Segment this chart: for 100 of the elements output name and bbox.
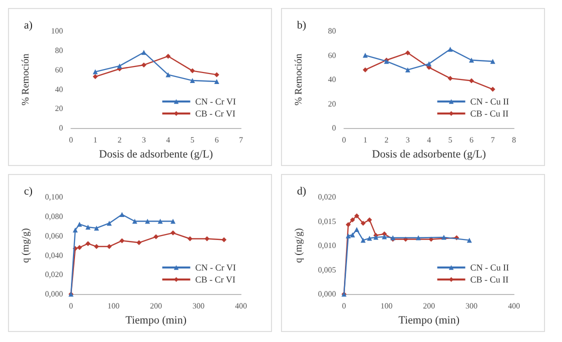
y-tick-label: 80: [55, 46, 63, 55]
y-axis-title: q (mg/g): [20, 228, 32, 263]
point: [94, 226, 99, 231]
point: [466, 238, 472, 243]
x-tick-label: 300: [192, 302, 204, 311]
y-tick-label: 0,100: [45, 192, 63, 202]
point: [158, 218, 163, 224]
y-axis-title: % Remoción: [294, 54, 304, 106]
y-tick-label: 20: [55, 104, 63, 114]
x-tick-label: 8: [512, 136, 516, 145]
x-tick-label: 7: [239, 136, 243, 145]
y-tick-label: 0: [59, 124, 63, 133]
legend-label: CN - Cr VI: [195, 96, 236, 106]
x-tick-label: 100: [108, 302, 120, 311]
point: [106, 220, 112, 226]
y-tick-label: 0,060: [45, 231, 63, 240]
x-tick-label: 1: [93, 136, 98, 145]
y-tick-label: 0,020: [45, 270, 63, 280]
y-tick-label: 100: [51, 26, 63, 36]
point: [448, 46, 453, 52]
point: [350, 232, 355, 238]
x-tick-label: 4: [427, 136, 431, 145]
point: [132, 218, 138, 224]
legend-label: CN - Cr VI: [195, 262, 236, 272]
y-tick-label: 0,000: [318, 290, 336, 299]
point: [117, 63, 122, 68]
x-tick-label: 0: [69, 136, 73, 145]
chart-title: a): [24, 20, 33, 32]
point: [416, 235, 421, 240]
point: [214, 78, 220, 84]
x-tick-label: 0: [69, 302, 73, 311]
x-tick-label: 4: [166, 136, 170, 145]
x-tick-label: 200: [423, 302, 435, 311]
y-tick-label: 20: [328, 99, 336, 108]
point: [490, 58, 496, 64]
point: [106, 244, 112, 250]
point: [166, 54, 171, 59]
x-tick-label: 0: [342, 302, 346, 311]
legend-label: CN - Cu II: [470, 262, 510, 272]
chart-title: d): [297, 186, 306, 198]
y-tick-label: 0: [332, 124, 336, 133]
point: [188, 236, 192, 242]
x-tick-label: 3: [142, 136, 146, 145]
legend-label: CB - Cr VI: [195, 274, 236, 284]
y-tick-label: 0,040: [45, 250, 63, 260]
point: [214, 72, 220, 78]
point: [469, 58, 474, 63]
x-tick-label: 100: [380, 302, 392, 311]
x-tick-label: 2: [384, 136, 388, 145]
point: [145, 218, 150, 224]
y-tick-label: 0,080: [45, 212, 63, 221]
point: [405, 50, 410, 56]
point: [350, 217, 355, 222]
y-axis-title: q (mg/g): [294, 228, 304, 263]
legend-label: CB - Cr VI: [195, 108, 236, 118]
x-tick-label: 300: [466, 302, 478, 311]
point: [441, 234, 446, 240]
x-tick-label: 3: [406, 136, 410, 145]
x-tick-label: 0: [342, 136, 346, 145]
x-axis-title: Dosis de adsorbente (g/L): [372, 148, 486, 160]
point: [141, 62, 146, 68]
y-tick-label: 40: [328, 75, 336, 84]
legend-label: CN - Cu II: [470, 96, 510, 106]
point: [170, 230, 176, 236]
point: [382, 234, 387, 240]
y-tick-label: 0,010: [318, 241, 336, 250]
x-tick-label: 400: [508, 302, 520, 311]
legend-label: CB - Cu II: [470, 274, 509, 284]
point: [222, 237, 226, 242]
x-tick-label: 6: [214, 136, 219, 145]
point: [120, 212, 124, 217]
point: [362, 67, 368, 72]
point: [405, 67, 410, 72]
point: [92, 74, 98, 80]
point: [367, 217, 372, 222]
point: [346, 222, 351, 228]
point: [190, 78, 195, 84]
point: [448, 76, 453, 81]
point: [72, 228, 78, 233]
legend-label: CB - Cu II: [470, 108, 509, 118]
point: [170, 218, 176, 224]
y-tick-label: 60: [55, 65, 63, 74]
point: [77, 222, 82, 227]
point: [204, 236, 210, 242]
y-tick-label: 60: [328, 50, 336, 60]
point: [77, 244, 82, 250]
x-tick-label: 200: [150, 302, 162, 311]
point: [141, 50, 146, 55]
x-axis-title: Tiempo (min): [398, 314, 460, 326]
point: [92, 69, 98, 74]
point: [166, 72, 171, 78]
y-tick-label: 0,015: [318, 216, 336, 226]
point: [190, 68, 195, 74]
x-tick-label: 400: [235, 302, 247, 311]
y-tick-label: 0,005: [318, 265, 336, 274]
chart-title: c): [24, 186, 33, 198]
chart-title: b): [297, 20, 306, 32]
point: [86, 224, 90, 230]
y-tick-label: 0,020: [318, 192, 336, 202]
point: [120, 238, 124, 244]
